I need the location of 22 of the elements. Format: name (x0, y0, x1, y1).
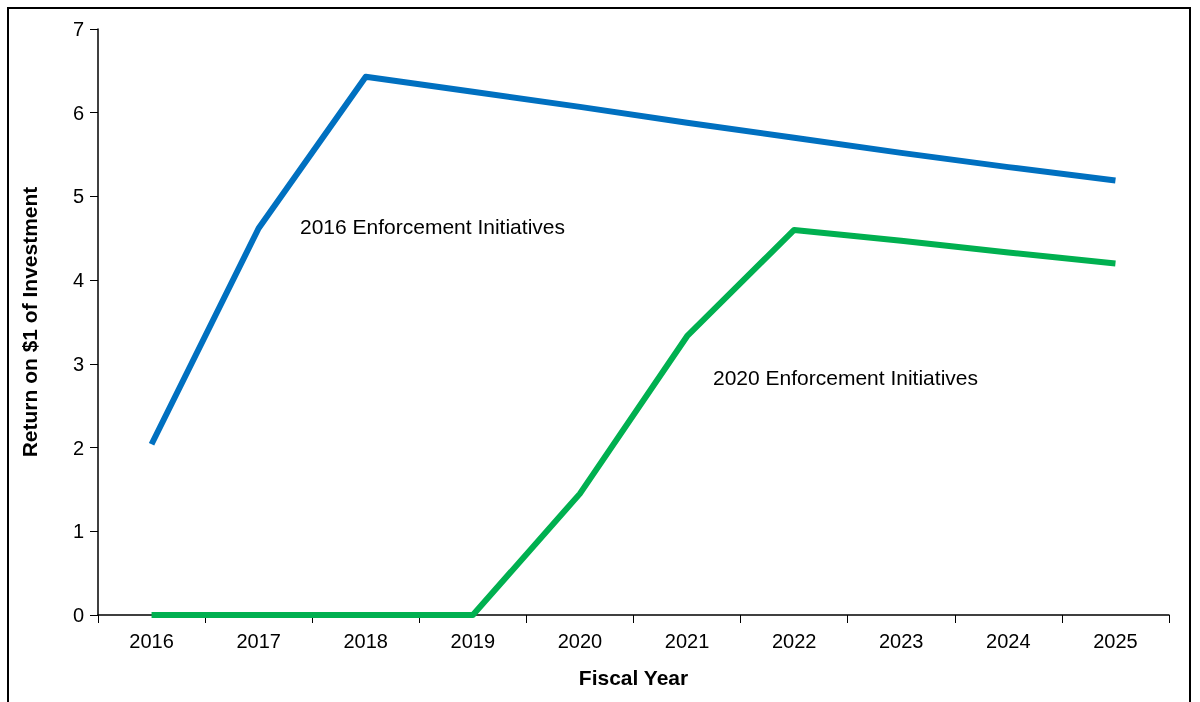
x-tick-label: 2020 (557, 630, 603, 652)
x-tick-label: 2016 (129, 630, 174, 652)
annotation: 2020 Enforcement Initiatives (713, 366, 978, 389)
y-tick-label: 2 (72, 436, 84, 459)
y-tick-label: 4 (72, 269, 84, 292)
y-tick-label: 7 (72, 18, 84, 40)
y-tick-label: 6 (72, 101, 84, 124)
x-tick-label: 2017 (236, 630, 281, 652)
x-tick-label: 2018 (343, 630, 388, 652)
y-axis-title: Return on $1 of Investment (18, 186, 41, 458)
x-tick-label: 2023 (879, 630, 924, 652)
x-tick-label: 2024 (986, 630, 1031, 652)
x-axis-title: Fiscal Year (578, 666, 689, 689)
annotation: 2016 Enforcement Initiatives (300, 215, 565, 238)
y-tick-label: 1 (72, 520, 84, 543)
y-tick-label: 0 (72, 604, 84, 626)
x-tick-label: 2021 (664, 630, 710, 652)
x-tick-label: 2019 (450, 630, 496, 652)
y-tick-label: 3 (72, 352, 84, 375)
x-tick-label: 2022 (771, 630, 817, 652)
y-tick-label: 5 (72, 185, 84, 208)
x-tick-label: 2025 (1093, 630, 1138, 652)
